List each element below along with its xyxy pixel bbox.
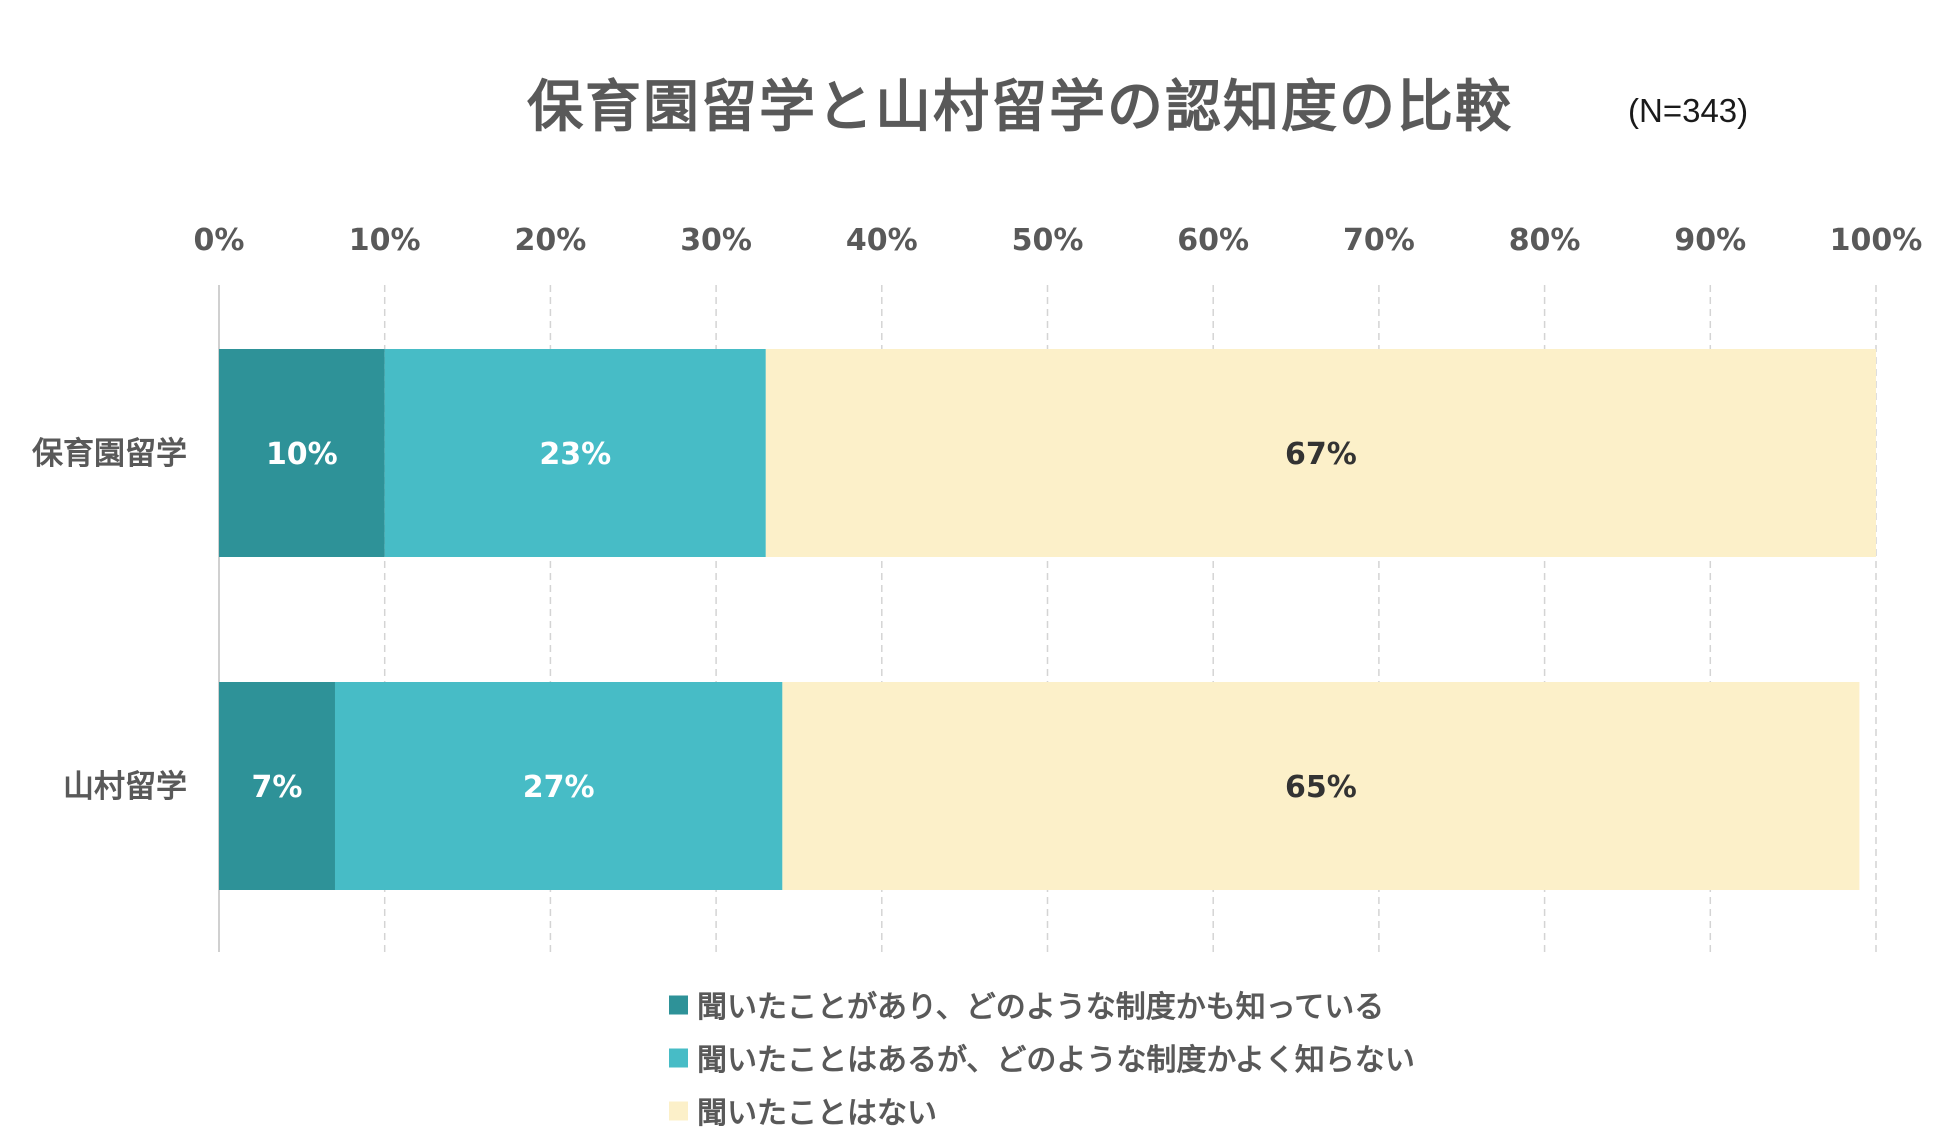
data-label: 65% bbox=[1285, 770, 1357, 805]
legend-label: 聞いたことはない bbox=[697, 1096, 937, 1131]
x-tick-label: 40% bbox=[846, 223, 918, 258]
chart-title: 保育園留学と山村留学の認知度の比較 bbox=[527, 75, 1513, 140]
x-tick-label: 80% bbox=[1509, 223, 1581, 258]
data-label: 67% bbox=[1285, 437, 1357, 472]
x-tick-label: 90% bbox=[1674, 223, 1746, 258]
category-label: 保育園留学 bbox=[32, 436, 187, 472]
bar-segment bbox=[219, 349, 385, 557]
legend-label: 聞いたことはあるが、どのような制度かよく知らない bbox=[697, 1043, 1415, 1078]
x-tick-label: 50% bbox=[1012, 223, 1084, 258]
data-label: 7% bbox=[252, 770, 303, 805]
x-tick-label: 60% bbox=[1177, 223, 1249, 258]
x-tick-label: 100% bbox=[1830, 223, 1923, 258]
legend-swatch bbox=[669, 1101, 688, 1121]
data-label: 10% bbox=[266, 437, 338, 472]
bar-segment bbox=[219, 682, 335, 890]
bar-segment bbox=[384, 349, 766, 557]
data-label: 27% bbox=[523, 770, 595, 805]
bar-segment bbox=[765, 349, 1876, 557]
legend-label: 聞いたことがあり、どのような制度かも知っている bbox=[697, 990, 1384, 1025]
bar-segment bbox=[334, 682, 783, 890]
x-tick-label: 0% bbox=[194, 223, 245, 258]
sample-size-label: (N=343) bbox=[1628, 92, 1749, 129]
data-label: 23% bbox=[539, 437, 611, 472]
x-tick-label: 20% bbox=[514, 223, 586, 258]
bar-segment bbox=[782, 682, 1860, 890]
x-tick-label: 10% bbox=[349, 223, 421, 258]
category-label: 山村留学 bbox=[63, 769, 187, 805]
legend-swatch bbox=[669, 1048, 688, 1068]
legend-swatch bbox=[669, 995, 688, 1015]
x-tick-label: 70% bbox=[1343, 223, 1415, 258]
x-tick-label: 30% bbox=[680, 223, 752, 258]
